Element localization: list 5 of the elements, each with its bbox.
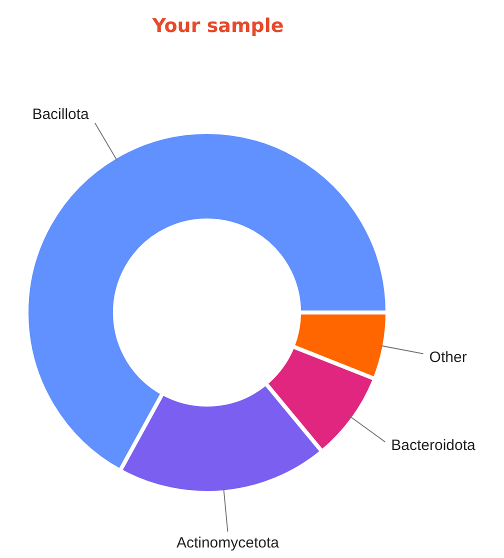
- slice-label: Other: [429, 348, 467, 366]
- chart-title: Your sample: [151, 14, 285, 39]
- slice-label: Bacteroidota: [391, 437, 476, 454]
- slice-label: Actinomycetota: [176, 534, 280, 552]
- slice-label: Bacillota: [32, 106, 90, 124]
